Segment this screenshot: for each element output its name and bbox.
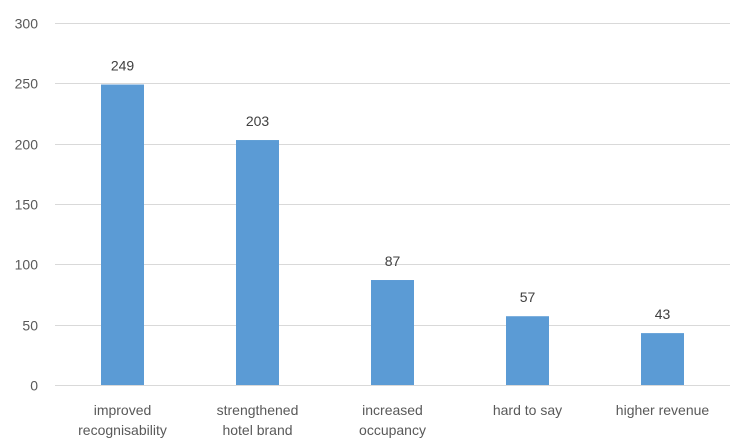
y-axis-ticks: 0 50 100 150 200 250 300: [15, 16, 39, 394]
category-label-3-line-0: hard to say: [493, 402, 562, 418]
data-labels: 249 203 87 57 43: [111, 58, 671, 323]
bar-2: [371, 280, 414, 385]
category-label-1-line-1: hotel brand: [222, 422, 292, 438]
y-tick-label: 300: [15, 16, 39, 32]
y-tick-label: 250: [15, 76, 39, 92]
category-label-4-line-0: higher revenue: [616, 402, 710, 418]
y-tick-label: 0: [30, 378, 38, 394]
bar-1: [236, 140, 279, 385]
y-tick-label: 150: [15, 197, 39, 213]
y-tick-label: 200: [15, 137, 39, 153]
category-label-2-line-0: increased: [362, 402, 423, 418]
category-label-0-line-0: improved: [94, 402, 152, 418]
data-label-3: 57: [520, 289, 536, 305]
y-tick-label: 100: [15, 257, 39, 273]
x-axis-categories: improved recognisability strengthened hotel…: [78, 402, 709, 438]
data-label-2: 87: [385, 253, 401, 269]
bars: [101, 84, 684, 385]
category-label-2-line-1: occupancy: [359, 422, 426, 438]
data-label-0: 249: [111, 58, 135, 74]
bar-3: [506, 316, 549, 385]
bar-0: [101, 84, 144, 385]
category-label-0-line-1: recognisability: [78, 422, 167, 438]
y-tick-label: 50: [22, 318, 38, 334]
category-label-1-line-0: strengthened: [217, 402, 299, 418]
bar-4: [641, 333, 684, 385]
data-label-4: 43: [655, 306, 671, 322]
gridlines: [55, 23, 730, 386]
data-label-1: 203: [246, 113, 270, 129]
